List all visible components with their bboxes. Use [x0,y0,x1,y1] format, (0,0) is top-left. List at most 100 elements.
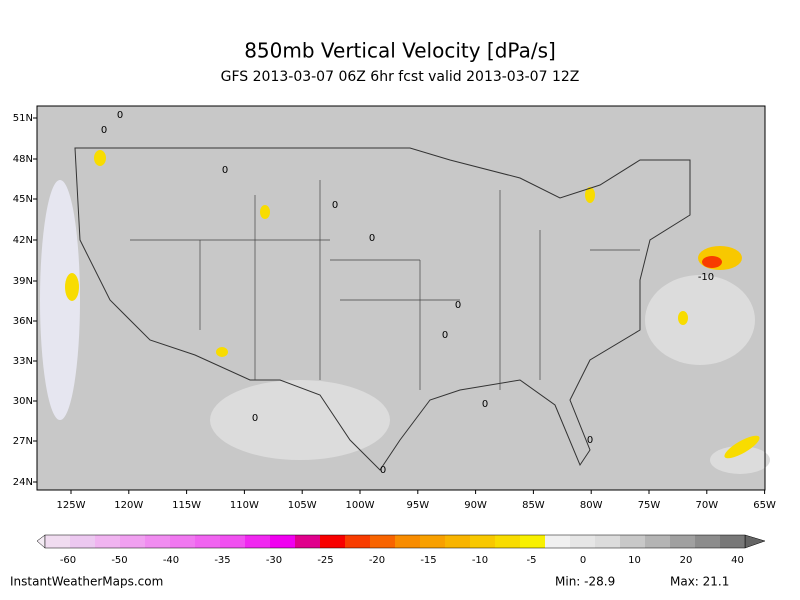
lat-label: 33N [13,356,33,367]
colorbar-swatch [245,535,270,548]
colorbar [36,534,766,549]
ascent-blob [260,205,270,219]
colorbar-label: -25 [317,555,333,566]
contour-label: 0 [380,465,386,476]
map-frame [36,105,766,491]
contour-label: 0 [455,300,461,311]
colorbar-swatch [170,535,195,548]
colorbar-swatch [570,535,595,548]
subtitle: GFS 2013-03-07 06Z 6hr fcst valid 2013-0… [221,69,580,85]
lat-label: 27N [13,436,33,447]
lon-label: 100W [346,500,375,511]
colorbar-swatch [345,535,370,548]
colorbar-label: -40 [163,555,179,566]
colorbar-label: -15 [420,555,436,566]
lon-label: 80W [580,500,603,511]
lon-label: 65W [753,500,776,511]
lat-label: 30N [13,396,33,407]
colorbar-swatch [545,535,570,548]
lon-label: 85W [522,500,545,511]
colorbar-swatch [95,535,120,548]
lon-label: 110W [230,500,259,511]
colorbar-label: 0 [580,555,586,566]
colorbar-swatch [420,535,445,548]
colorbar-swatch [595,535,620,548]
colorbar-swatch [370,535,395,548]
colorbar-label: -30 [266,555,282,566]
contour-label: 0 [101,125,107,136]
site-credit: InstantWeatherMaps.com [10,575,163,589]
contour-label: 0 [252,413,258,424]
colorbar-swatch [395,535,420,548]
colorbar-label: -20 [369,555,385,566]
us-outline [74,147,691,471]
contour-label: 0 [369,233,375,244]
colorbar-swatch [320,535,345,548]
ascent-blob [585,187,595,203]
weak-area [210,380,390,460]
colorbar-swatch [45,535,70,548]
colorbar-label: -10 [472,555,488,566]
lat-label: 45N [13,194,33,205]
colorbar-swatch [195,535,220,548]
weak-ascent-area [40,180,80,420]
ascent-blob [678,311,688,325]
lon-label: 125W [57,500,86,511]
ascent-blob [65,273,79,301]
contour-label: 0 [222,165,228,176]
lat-label: 51N [13,113,33,124]
lon-label: 120W [114,500,143,511]
lon-label: 95W [406,500,429,511]
weak-area [645,275,755,365]
contour-label: 0 [482,399,488,410]
lon-label: 90W [464,500,487,511]
colorbar-label: 20 [680,555,693,566]
lat-label: 48N [13,154,33,165]
field-max: Max: 21.1 [670,575,729,589]
title: 850mb Vertical Velocity [dPa/s] [244,39,556,63]
colorbar-swatch [670,535,695,548]
contour-label: 0 [442,330,448,341]
colorbar-label: -5 [527,555,537,566]
ascent-core [702,256,722,268]
colorbar-swatch [270,535,295,548]
colorbar-swatch [145,535,170,548]
colorbar-swatch [520,535,545,548]
contour-label: -10 [698,272,714,283]
field-min: Min: -28.9 [555,575,615,589]
lat-label: 42N [13,235,33,246]
colorbar-swatch [220,535,245,548]
lat-label: 36N [13,316,33,327]
colorbar-label: 10 [628,555,641,566]
colorbar-swatch [695,535,720,548]
lon-label: 115W [172,500,201,511]
colorbar-label: 40 [731,555,744,566]
colorbar-swatch [645,535,670,548]
colorbar-label: -50 [111,555,127,566]
lon-label: 75W [638,500,661,511]
contour-label: 0 [587,435,593,446]
colorbar-swatch [295,535,320,548]
colorbar-label: -35 [214,555,230,566]
weak-area [710,446,770,474]
ascent-blob [94,150,106,166]
colorbar-swatch [720,535,745,548]
state-borders [130,180,640,390]
lat-label: 39N [13,276,33,287]
colorbar-swatch [470,535,495,548]
lat-label: 24N [13,477,33,488]
colorbar-swatch [70,535,95,548]
colorbar-frame [44,534,746,549]
lon-label: 70W [695,500,718,511]
colorbar-swatch [120,535,145,548]
ascent-blob [724,435,760,459]
colorbar-swatch [620,535,645,548]
contour-label: 0 [117,110,123,121]
contour-label: 0 [332,200,338,211]
map-field [37,106,765,490]
ascent-blob [216,347,228,357]
lon-label: 105W [288,500,317,511]
colorbar-label: -60 [60,555,76,566]
